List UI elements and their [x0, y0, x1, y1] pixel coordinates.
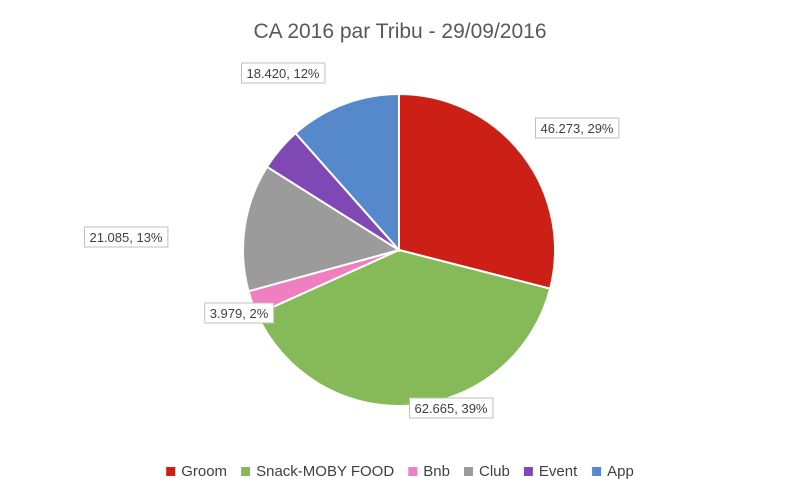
chart-title: CA 2016 par Tribu - 29/09/2016: [253, 20, 546, 43]
data-label-snack-moby-food: 62.665, 39%: [409, 397, 494, 419]
legend-item-snack-moby-food: Snack-MOBY FOOD: [241, 463, 394, 480]
data-label-app: 18.420, 12%: [241, 62, 326, 84]
legend-label: Event: [539, 463, 578, 480]
data-label-bnb: 3.979, 2%: [204, 302, 275, 324]
legend-label: Bnb: [423, 463, 450, 480]
chart-legend: Groom Snack-MOBY FOOD Bnb Club Event App: [166, 463, 634, 480]
data-labels: 46.273, 29% 62.665, 39% 3.979, 2% 21.085, 1…: [84, 62, 620, 419]
svg-text:46.273, 29%: 46.273, 29%: [540, 121, 613, 136]
legend-swatch: [592, 467, 602, 476]
legend-item-event: Event: [523, 463, 578, 480]
legend-swatch: [464, 467, 473, 476]
legend-label: Snack-MOBY FOOD: [256, 463, 394, 480]
svg-text:18.420, 12%: 18.420, 12%: [246, 66, 319, 81]
legend-swatch: [241, 467, 251, 476]
svg-text:3.979, 2%: 3.979, 2%: [210, 306, 269, 321]
pie-slice-app: [294, 92, 400, 253]
svg-text:62.665, 39%: 62.665, 39%: [414, 401, 487, 416]
legend-item-club: Club: [464, 463, 510, 480]
svg-text:21.085, 13%: 21.085, 13%: [89, 230, 162, 245]
legend-swatch: [166, 467, 176, 476]
legend-swatch: [408, 467, 418, 476]
data-label-groom: 46.273, 29%: [535, 117, 620, 139]
pie-slice-club: [242, 165, 402, 293]
legend-swatch: [523, 467, 533, 476]
legend-label: Club: [479, 463, 510, 480]
pie-slice-groom: [398, 92, 556, 290]
legend-label: Groom: [181, 463, 227, 480]
legend-label: App: [607, 463, 634, 480]
data-label-club: 21.085, 13%: [84, 226, 169, 248]
legend-item-bnb: Bnb: [408, 463, 450, 480]
pie-slices: [242, 92, 556, 407]
legend-item-groom: Groom: [166, 463, 227, 480]
legend-item-app: App: [592, 463, 634, 480]
